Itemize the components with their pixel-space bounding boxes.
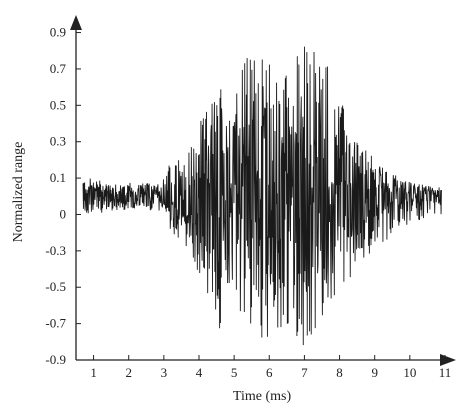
ticks-layer: 1 2 3 4 5 6 7 8 9 10 11 -0.9 -0.7 -0.5 -0.3 0 0.1 0.3 0.5 0… <box>45 25 451 380</box>
x-tick-label: 6 <box>266 365 273 380</box>
y-tick-label: 0.9 <box>50 25 66 40</box>
y-tick-label: -0.3 <box>45 243 66 258</box>
x-axis-title: Time (ms) <box>233 389 292 404</box>
y-tick-label: 0.3 <box>50 134 66 149</box>
axes-layer <box>70 15 456 366</box>
y-tick-label: 0.1 <box>50 170 66 185</box>
plot-layer <box>82 46 442 346</box>
x-tick-label: 9 <box>371 365 378 380</box>
y-tick-label: 0 <box>60 206 67 221</box>
y-tick-label: -0.9 <box>45 352 66 367</box>
x-tick-label: 1 <box>90 365 97 380</box>
y-tick-label: -0.7 <box>45 316 66 331</box>
x-tick-label: 10 <box>403 365 416 380</box>
x-tick-label: 7 <box>301 365 308 380</box>
x-tick-label: 4 <box>196 365 203 380</box>
x-tick-label: 8 <box>336 365 343 380</box>
x-tick-label: 2 <box>125 365 132 380</box>
y-axis-arrow-icon <box>70 15 82 30</box>
y-axis-title: Normalized range <box>11 142 26 243</box>
y-tick-label: 0.7 <box>50 61 67 76</box>
x-tick-label: 5 <box>231 365 238 380</box>
waveform-series-line <box>82 46 442 346</box>
x-tick-label: 11 <box>439 365 452 380</box>
y-tick-label: -0.5 <box>45 279 66 294</box>
x-tick-label: 3 <box>161 365 168 380</box>
y-tick-label: 0.5 <box>50 97 66 112</box>
x-axis-arrow-icon <box>440 354 456 366</box>
